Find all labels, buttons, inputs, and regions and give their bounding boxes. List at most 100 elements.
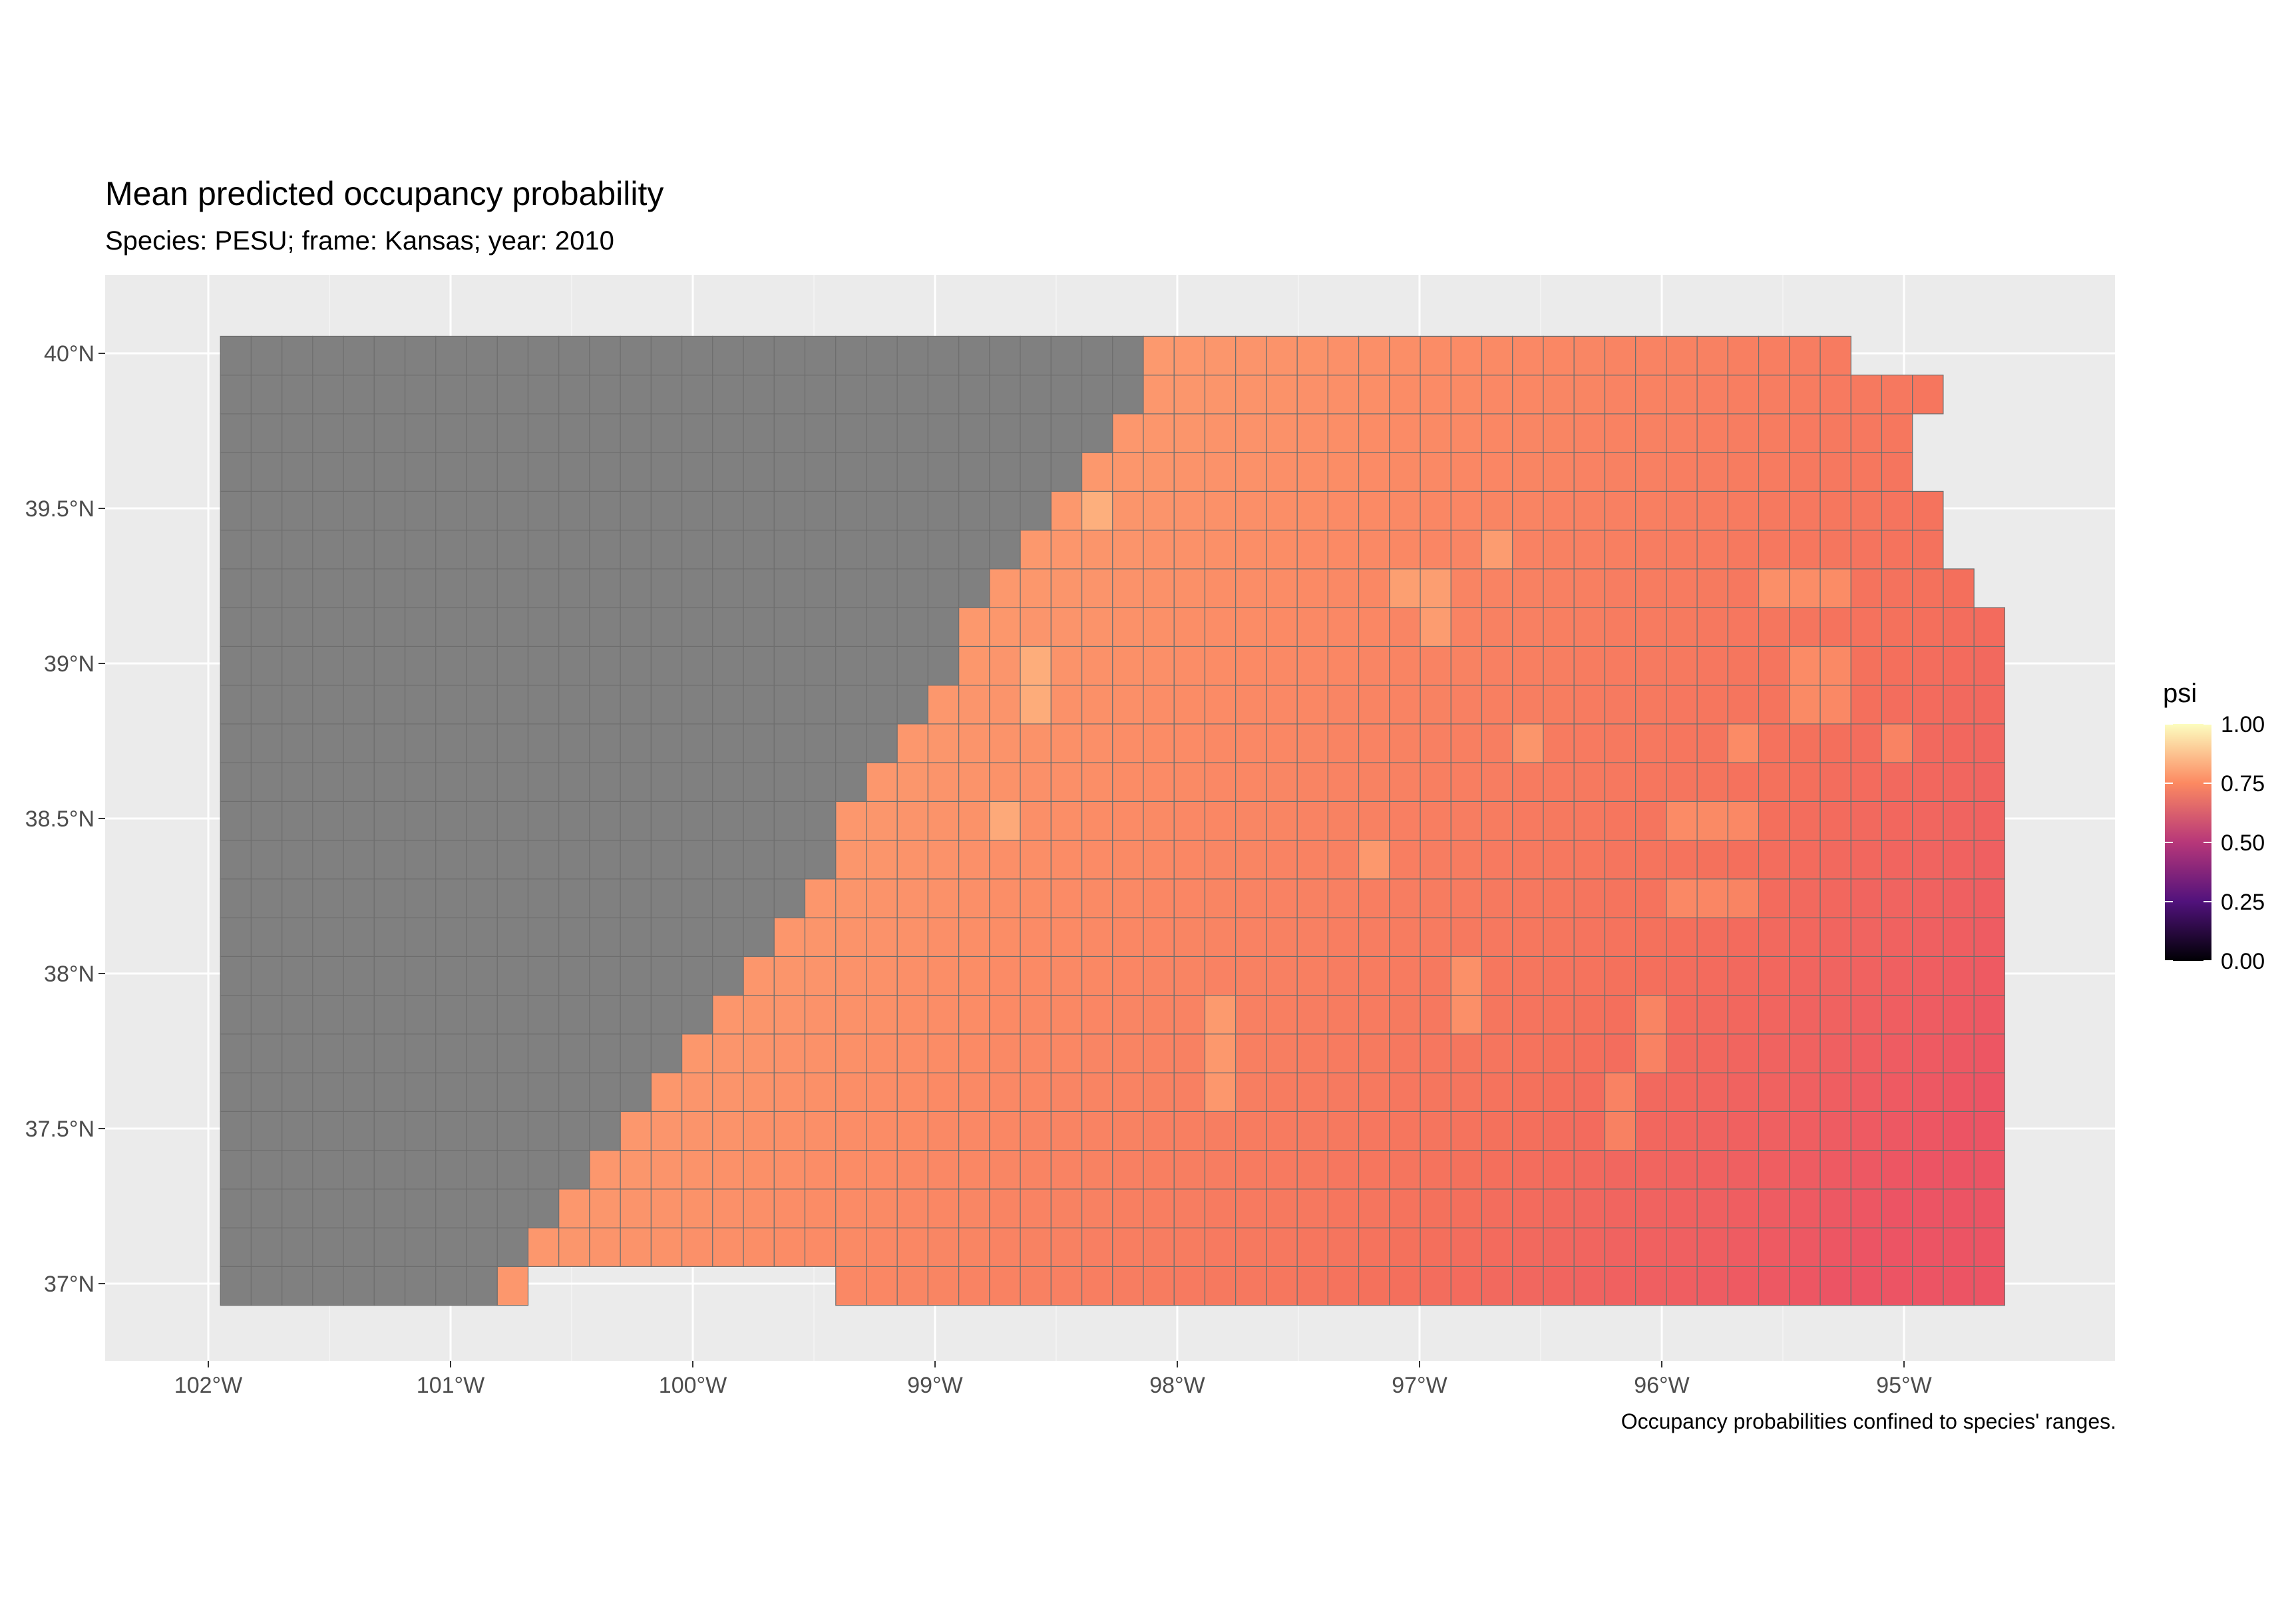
grid-cell: [1973, 801, 2005, 841]
grid-cell: [773, 801, 806, 841]
grid-cell: [1573, 917, 1605, 957]
grid-cell: [1943, 645, 1975, 686]
grid-cell: [1789, 839, 1821, 880]
grid-cell: [1850, 568, 1883, 608]
grid-cell: [373, 1033, 406, 1073]
grid-cell: [1327, 452, 1360, 492]
grid-cell: [1635, 839, 1667, 880]
grid-cell: [835, 413, 867, 453]
grid-cell: [1327, 994, 1360, 1035]
grid-cell: [1912, 1188, 1944, 1228]
grid-cell: [743, 801, 775, 841]
grid-cell: [404, 413, 437, 453]
grid-cell: [558, 452, 590, 492]
grid-cell: [896, 1111, 928, 1151]
grid-cell: [896, 490, 928, 531]
y-tick-label: 38.5°N: [25, 807, 95, 832]
grid-cell: [1266, 994, 1298, 1035]
grid-cell: [743, 917, 775, 957]
grid-cell: [896, 917, 928, 957]
grid-cell: [220, 878, 252, 918]
grid-cell: [1512, 684, 1544, 725]
grid-cell: [712, 1149, 744, 1190]
grid-cell: [1758, 762, 1790, 802]
grid-cell: [620, 994, 652, 1035]
grid-cell: [589, 490, 621, 531]
legend-tick-label: 0.50: [2221, 830, 2265, 856]
grid-cell: [1850, 452, 1883, 492]
grid-cell: [743, 684, 775, 725]
grid-cell: [1543, 1188, 1575, 1228]
grid-cell: [1358, 1033, 1390, 1073]
grid-cell: [1204, 917, 1237, 957]
grid-cell: [835, 878, 867, 918]
grid-cell: [1296, 1188, 1328, 1228]
grid-cell: [681, 1149, 713, 1190]
grid-cell: [1666, 1149, 1698, 1190]
grid-cell: [1266, 1149, 1298, 1190]
grid-cell: [496, 374, 529, 415]
grid-cell: [989, 762, 1021, 802]
grid-cell: [527, 490, 560, 531]
grid-cell: [927, 723, 960, 763]
grid-cell: [1573, 1149, 1605, 1190]
grid-cell: [343, 568, 375, 608]
grid-cell: [250, 917, 283, 957]
grid-cell: [1450, 607, 1483, 647]
grid-cell: [650, 1111, 683, 1151]
grid-cell: [1758, 839, 1790, 880]
grid-cell: [896, 374, 928, 415]
grid-cell: [1420, 762, 1451, 802]
grid-cell: [1819, 1266, 1851, 1306]
grid-cell: [804, 878, 837, 918]
grid-cell: [1081, 1188, 1113, 1228]
grid-cell: [435, 374, 467, 415]
grid-cell: [896, 801, 928, 841]
x-tick-label: 102°W: [174, 1373, 242, 1398]
grid-cell: [927, 452, 960, 492]
grid-cell: [1881, 1266, 1913, 1306]
grid-cell: [1573, 878, 1605, 918]
grid-cell: [312, 645, 344, 686]
grid-cell: [1358, 878, 1390, 918]
grid-cell: [1020, 568, 1052, 608]
grid-cell: [1173, 1111, 1206, 1151]
grid-cell: [1450, 839, 1483, 880]
grid-cell: [866, 452, 898, 492]
grid-cell: [435, 1111, 467, 1151]
grid-cell: [1420, 1111, 1451, 1151]
grid-cell: [250, 607, 283, 647]
grid-cell: [1543, 917, 1575, 957]
grid-cell: [927, 413, 960, 453]
grid-cell: [250, 568, 283, 608]
grid-cell: [1143, 839, 1175, 880]
grid-cell: [896, 335, 928, 376]
grid-cell: [1143, 684, 1175, 725]
grid-cell: [1758, 801, 1790, 841]
grid-cell: [343, 878, 375, 918]
grid-cell: [1789, 607, 1821, 647]
grid-cell: [1481, 1227, 1513, 1267]
grid-cell: [1266, 956, 1298, 996]
grid-cell: [1235, 839, 1267, 880]
grid-cell: [1943, 1188, 1975, 1228]
grid-cell: [558, 956, 590, 996]
grid-cell: [1604, 607, 1636, 647]
grid-cell: [1050, 1149, 1083, 1190]
grid-cell: [1912, 1149, 1944, 1190]
grid-cell: [1173, 1149, 1206, 1190]
grid-cell: [1604, 1149, 1636, 1190]
grid-cell: [773, 723, 806, 763]
grid-cell: [1143, 723, 1175, 763]
grid-cell: [1850, 762, 1883, 802]
grid-cell: [466, 1149, 498, 1190]
grid-cell: [743, 878, 775, 918]
grid-cell: [343, 801, 375, 841]
grid-cell: [1758, 413, 1790, 453]
grid-cell: [312, 1111, 344, 1151]
grid-cell: [1020, 994, 1052, 1035]
grid-cell: [558, 413, 590, 453]
grid-cell: [927, 839, 960, 880]
grid-cell: [527, 1227, 560, 1267]
grid-cell: [404, 1227, 437, 1267]
